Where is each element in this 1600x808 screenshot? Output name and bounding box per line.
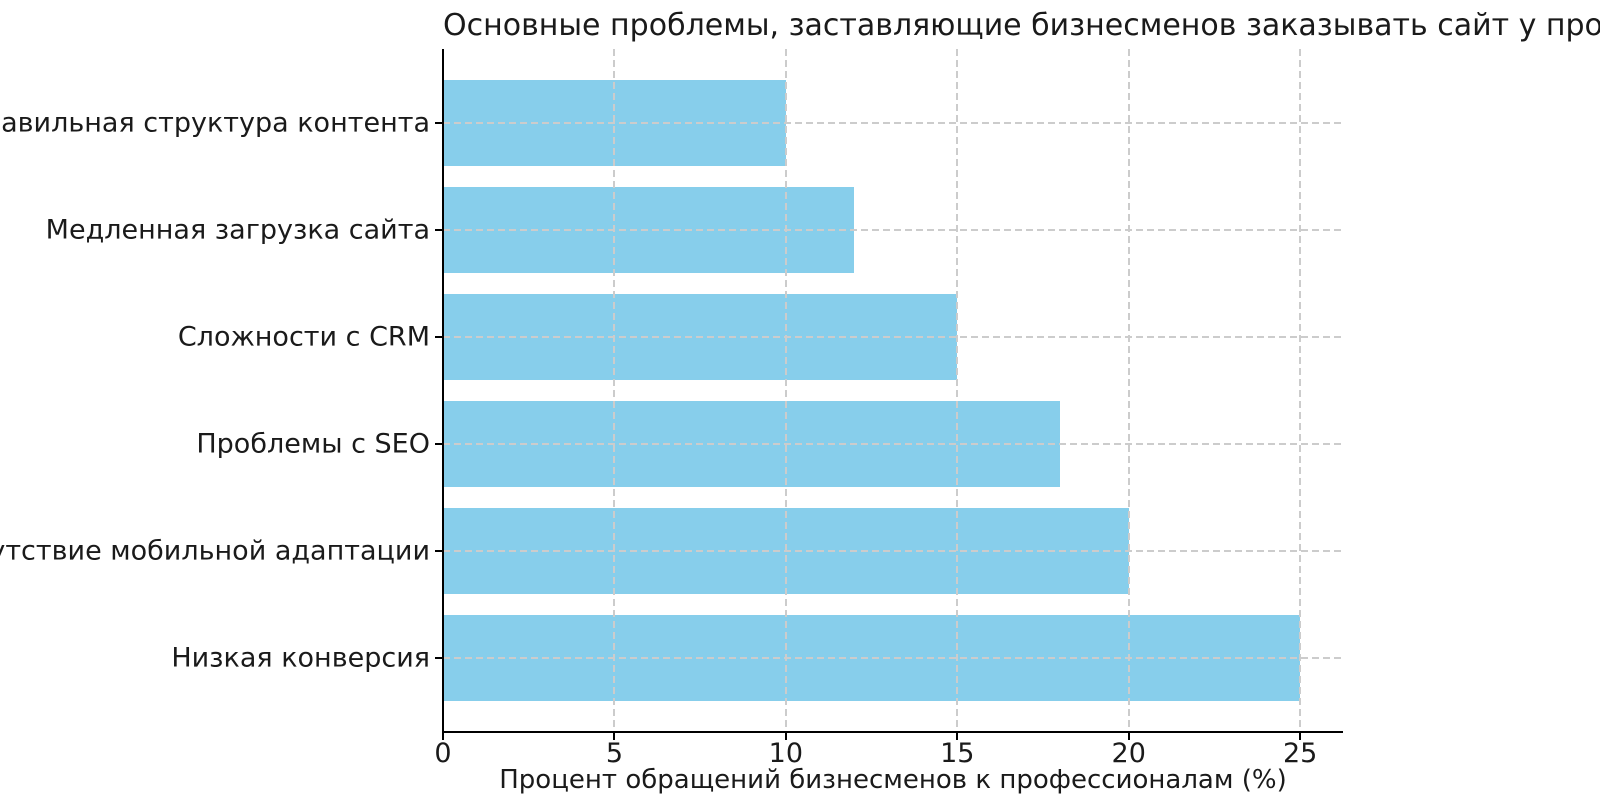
y-tick-mark bbox=[435, 443, 442, 446]
x-tick-mark bbox=[956, 733, 959, 740]
x-tick-label: 10 bbox=[768, 738, 804, 769]
y-tick-mark bbox=[435, 335, 442, 338]
gridline-horizontal bbox=[443, 335, 1343, 338]
y-tick-mark bbox=[435, 121, 442, 124]
x-tick-mark bbox=[1127, 733, 1130, 740]
x-tick-label: 15 bbox=[940, 738, 975, 769]
x-tick-label: 0 bbox=[434, 738, 452, 769]
gridline-horizontal bbox=[443, 228, 1343, 231]
gridline-vertical bbox=[613, 49, 616, 732]
gridline-horizontal bbox=[443, 550, 1343, 553]
gridline-horizontal bbox=[443, 121, 1343, 124]
x-tick-label: 25 bbox=[1282, 738, 1318, 769]
plot-area: Неправильная структура контента Медленная… bbox=[0, 49, 1343, 769]
y-tick-label: Отсутствие мобильной адаптации bbox=[0, 535, 430, 567]
x-tick-mark bbox=[442, 733, 444, 740]
y-tick-label: Проблемы с SEO bbox=[196, 428, 430, 460]
x-tick-label: 20 bbox=[1111, 738, 1146, 769]
x-tick-label: 5 bbox=[605, 738, 624, 769]
gridline-vertical bbox=[1127, 49, 1130, 732]
gridline-vertical bbox=[784, 49, 787, 732]
x-axis-spine bbox=[442, 731, 1343, 733]
y-tick-label: Сложности с CRM bbox=[177, 321, 430, 353]
y-tick-mark bbox=[435, 550, 442, 553]
gridline-horizontal bbox=[443, 443, 1343, 446]
y-tick-mark bbox=[435, 657, 442, 660]
y-tick-label: Неправильная структура контента bbox=[0, 107, 430, 139]
y-axis-spine bbox=[442, 49, 444, 733]
x-tick-mark bbox=[784, 733, 787, 740]
y-tick-label: Медленная загрузка сайта bbox=[45, 214, 430, 246]
x-axis-label: Процент обращений бизнесменов к професси… bbox=[499, 765, 1287, 795]
gridline-vertical bbox=[956, 49, 959, 732]
gridline-vertical bbox=[1299, 49, 1302, 732]
x-tick-mark bbox=[1299, 733, 1302, 740]
y-tick-label: Низкая конверсия bbox=[171, 642, 430, 674]
chart-title: Основные проблемы, заставляющие бизнесме… bbox=[443, 8, 1600, 43]
gridline-horizontal bbox=[443, 657, 1343, 660]
x-tick-mark bbox=[613, 733, 616, 740]
y-tick-mark bbox=[435, 228, 442, 231]
